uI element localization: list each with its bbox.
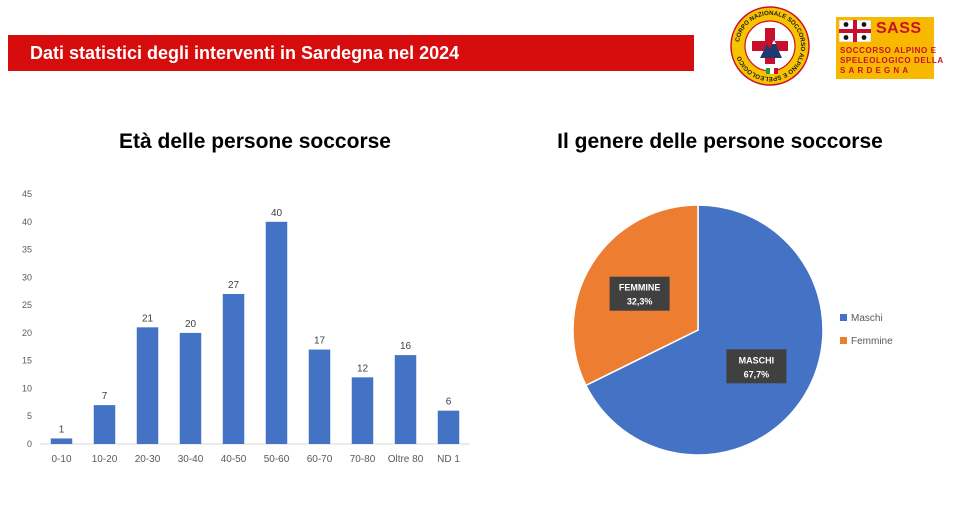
bar bbox=[222, 294, 245, 444]
x-category-label: 60-70 bbox=[307, 454, 333, 465]
y-tick-label: 5 bbox=[27, 411, 32, 421]
pie-chart-title: Il genere delle persone soccorse bbox=[557, 130, 883, 153]
legend-swatch bbox=[840, 337, 847, 344]
x-category-label: 30-40 bbox=[178, 454, 204, 465]
y-tick-label: 30 bbox=[22, 272, 32, 282]
bar-data-label: 16 bbox=[400, 341, 412, 352]
sass-line-2: SPELEOLOGICO DELLA bbox=[840, 56, 944, 65]
x-category-label: 0-10 bbox=[51, 454, 71, 465]
bar bbox=[308, 349, 331, 444]
bar bbox=[351, 377, 374, 444]
bar bbox=[136, 327, 159, 444]
bar-data-label: 1 bbox=[59, 424, 65, 435]
sass-line-3: SARDEGNA bbox=[840, 66, 912, 75]
slice-label-value: 67,7% bbox=[744, 369, 770, 379]
bar bbox=[93, 405, 116, 444]
y-tick-label: 40 bbox=[22, 217, 32, 227]
page-title: Dati statistici degli interventi in Sard… bbox=[30, 43, 460, 63]
legend-swatch bbox=[840, 314, 847, 321]
x-category-label: 40-50 bbox=[221, 454, 247, 465]
sass-line-1: SOCCORSO ALPINO E bbox=[840, 46, 937, 55]
bar-data-label: 27 bbox=[228, 280, 240, 291]
bar-data-label: 12 bbox=[357, 363, 369, 374]
x-category-label: 20-30 bbox=[135, 454, 161, 465]
y-tick-label: 15 bbox=[22, 356, 32, 366]
age-bar-chart: 0 5 10 15 20 25 30 35 40 45 1 0-10 7 10-20 21 20-30 20 30… bbox=[22, 189, 470, 465]
slice-label-box bbox=[726, 349, 787, 384]
y-tick-label: 20 bbox=[22, 328, 32, 338]
x-category-label: 10-20 bbox=[92, 454, 118, 465]
pie-slice-maschi bbox=[584, 204, 824, 456]
bar-data-label: 17 bbox=[314, 336, 326, 347]
bar-data-label: 20 bbox=[185, 319, 197, 330]
sass-logo: SASS SOCCORSO ALPINO E SPELEOLOGICO DELL… bbox=[836, 17, 943, 79]
slice-label-value: 32,3% bbox=[627, 297, 653, 307]
y-tick-label: 10 bbox=[22, 383, 32, 393]
y-tick-label: 45 bbox=[22, 189, 32, 199]
y-tick-label: 0 bbox=[27, 439, 32, 449]
x-category-label: 50-60 bbox=[264, 454, 290, 465]
x-category-label: Oltre 80 bbox=[388, 454, 424, 465]
x-category-label: ND 1 bbox=[437, 454, 460, 465]
sardinia-flag-icon bbox=[839, 20, 871, 42]
slice-label-name: FEMMINE bbox=[619, 283, 661, 293]
bar-data-label: 6 bbox=[446, 397, 452, 408]
bar-data-label: 21 bbox=[142, 313, 154, 324]
bar-data-label: 7 bbox=[102, 391, 108, 402]
slice-label-name: MASCHI bbox=[739, 355, 775, 365]
bar-data-label: 40 bbox=[271, 208, 283, 219]
title-banner: Dati statistici degli interventi in Sard… bbox=[8, 35, 694, 71]
bar bbox=[265, 221, 288, 444]
legend-label: Maschi bbox=[851, 313, 883, 324]
x-category-label: 70-80 bbox=[350, 454, 376, 465]
bar bbox=[394, 355, 417, 444]
bar bbox=[437, 410, 460, 444]
legend-label: Femmine bbox=[851, 336, 893, 347]
y-tick-label: 25 bbox=[22, 300, 32, 310]
bar-chart-title: Età delle persone soccorse bbox=[119, 130, 391, 153]
bar bbox=[50, 438, 73, 444]
slice-label-box bbox=[609, 276, 670, 311]
sass-acronym: SASS bbox=[876, 20, 922, 37]
bar bbox=[179, 332, 202, 444]
cnsas-logo: CORPO NAZIONALE SOCCORSO ALPINO E SPELEO… bbox=[730, 6, 810, 86]
y-tick-label: 35 bbox=[22, 245, 32, 255]
